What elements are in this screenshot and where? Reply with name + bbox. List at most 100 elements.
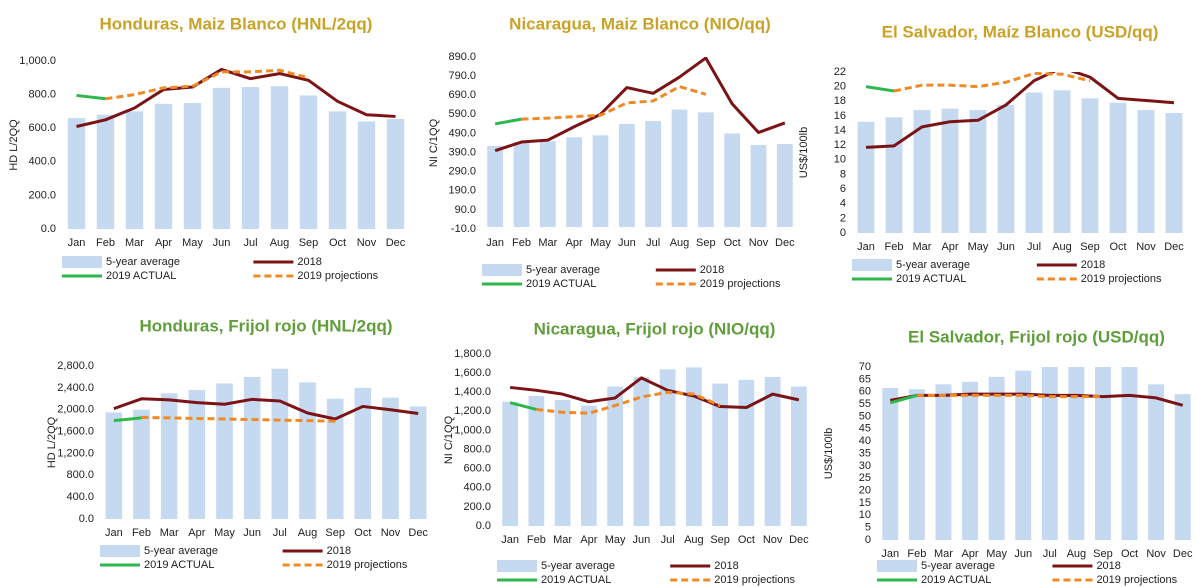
bar (671, 109, 688, 228)
y-tick-label: 1,600.0 (57, 425, 94, 437)
bar (776, 143, 793, 228)
bar (686, 367, 702, 526)
line-series (76, 93, 106, 101)
legend-label: 2018 (327, 545, 351, 557)
x-tick-label: Mar (538, 237, 557, 249)
y-tick-label: 590.0 (448, 108, 476, 120)
y-tick-label: 10 (834, 154, 846, 166)
bar (941, 108, 959, 233)
x-tick-label: Apr (961, 548, 978, 560)
x-tick-label: Jul (1043, 548, 1057, 560)
x-tick-label: Jan (857, 241, 875, 253)
bar (633, 376, 650, 526)
y-tick-label: 20 (834, 81, 846, 93)
legend-swatch (877, 560, 917, 572)
chart-title: El Salvador, Frijol rojo (USD/qq) (908, 327, 1165, 346)
y-tick-label: 2 (840, 212, 846, 224)
bar (160, 393, 178, 519)
y-tick-label: 800.0 (463, 443, 491, 455)
legend-swatch (852, 259, 892, 271)
x-tick-label: Aug (1067, 548, 1087, 560)
y-tick-label: 1,800.0 (454, 348, 491, 360)
y-tick-label: 18 (834, 95, 846, 107)
legend-swatch (497, 560, 537, 572)
x-tick-label: Dec (789, 534, 809, 546)
x-tick-label: Jun (633, 534, 651, 546)
x-tick-label: Nov (357, 237, 377, 249)
y-tick-label: 2,800.0 (57, 360, 94, 372)
bar (1121, 367, 1138, 540)
y-tick-label: 0 (840, 227, 846, 239)
x-tick-label: Jun (213, 237, 231, 249)
bar (1041, 367, 1058, 540)
y-tick-label: 20 (859, 484, 871, 496)
bar (1165, 112, 1183, 233)
bar (1174, 394, 1191, 540)
x-tick-label: Feb (885, 241, 904, 253)
line-series (113, 397, 419, 421)
legend-label: 2019 ACTUAL (106, 270, 176, 282)
bar (885, 117, 903, 233)
legend-label: 5-year average (106, 256, 180, 268)
y-tick-label: 190.0 (448, 185, 476, 197)
x-tick-label: Jul (1027, 241, 1041, 253)
y-tick-label: 400.0 (28, 156, 56, 168)
line-series (893, 72, 1091, 93)
x-tick-label: Mar (913, 241, 932, 253)
bar (1053, 90, 1071, 233)
x-tick-label: Dec (1173, 548, 1193, 560)
legend-label: 2019 projections (714, 574, 795, 586)
bar (216, 383, 233, 519)
y-tick-label: 65 (859, 373, 871, 385)
bar (328, 111, 347, 229)
y-axis-label: HD L/2QQ (46, 416, 58, 468)
x-tick-label: Dec (775, 237, 795, 249)
bar (1015, 370, 1032, 540)
x-tick-label: Jul (243, 237, 257, 249)
y-tick-label: 30 (859, 460, 871, 472)
legend-swatch (482, 264, 522, 276)
x-tick-label: Jan (105, 527, 123, 539)
line-series (521, 85, 707, 121)
x-tick-label: Sep (696, 237, 716, 249)
bar (697, 112, 714, 228)
x-tick-label: Oct (329, 237, 346, 249)
y-tick-label: 1,200.0 (454, 405, 491, 417)
legend-label: 2019 projections (700, 278, 781, 290)
legend-label: 2018 (700, 264, 724, 276)
y-tick-label: 2,400.0 (57, 382, 94, 394)
plot (882, 367, 1191, 540)
bar (882, 388, 899, 540)
x-tick-label: Feb (96, 237, 115, 249)
x-tick-label: Mar (125, 237, 144, 249)
x-tick-label: Oct (1109, 241, 1126, 253)
y-tick-label: 800.0 (66, 469, 94, 481)
y-tick-label: 5 (865, 522, 871, 534)
x-tick-label: Oct (354, 527, 371, 539)
bar (528, 396, 545, 526)
x-tick-label: Feb (132, 527, 151, 539)
line-series (494, 117, 522, 126)
y-tick-label: 600.0 (463, 463, 491, 475)
y-tick-label: 16 (834, 110, 846, 122)
x-tick-label: May (968, 241, 989, 253)
y-tick-label: 400.0 (66, 491, 94, 503)
x-tick-label: May (605, 534, 626, 546)
bar (997, 104, 1015, 233)
line-series (509, 401, 537, 411)
x-tick-label: Jun (1014, 548, 1032, 560)
x-tick-label: Oct (738, 534, 755, 546)
line-series (916, 393, 1103, 399)
plot (67, 67, 405, 229)
y-tick-label: 22 (834, 66, 846, 78)
x-tick-label: Dec (1164, 241, 1184, 253)
bar (96, 114, 115, 229)
legend-label: 5-year average (921, 560, 995, 572)
bar (659, 369, 676, 526)
y-tick-label: 2,000.0 (57, 404, 94, 416)
y-tick-label: 0.0 (41, 223, 56, 235)
x-tick-label: Dec (408, 527, 428, 539)
legend-label: 5-year average (541, 560, 615, 572)
x-tick-label: Mar (553, 534, 572, 546)
